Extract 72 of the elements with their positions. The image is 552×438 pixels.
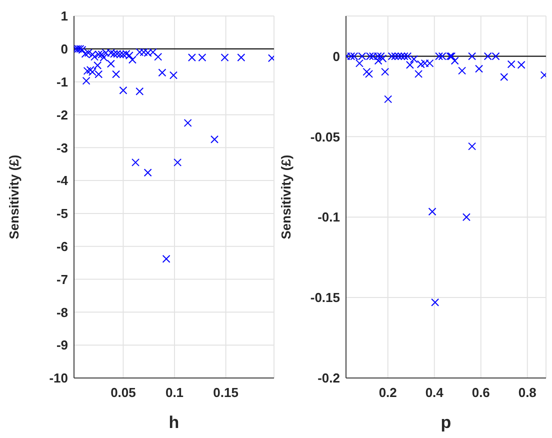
point (210, 135, 219, 144)
point (162, 254, 170, 263)
y-tick-label: 0 (332, 48, 340, 64)
point (500, 72, 508, 81)
point (414, 70, 423, 78)
y-axis-title: Sensitivity (£) (6, 154, 22, 240)
y-tick-label: -2 (56, 107, 68, 122)
point (458, 66, 466, 75)
point (169, 71, 178, 80)
y-tick-label: -0.15 (310, 290, 340, 306)
point (384, 95, 392, 104)
point (119, 86, 128, 94)
x-tick-label: 0.15 (213, 385, 238, 400)
y-axis-title: Sensitivity (£) (278, 154, 294, 240)
point (174, 158, 182, 166)
point (428, 208, 436, 216)
point (136, 87, 144, 96)
x-tick-label: 0.2 (378, 385, 397, 400)
point (132, 158, 140, 166)
y-tick-label: -9 (56, 338, 68, 353)
y-tick-label: -6 (56, 238, 68, 254)
point (450, 56, 459, 65)
point (475, 64, 484, 73)
point (78, 46, 86, 54)
x-tick-label: 0.1 (165, 385, 184, 400)
point (462, 213, 470, 222)
point (468, 52, 476, 60)
y-tick-label: -3 (56, 140, 68, 156)
point (237, 53, 246, 62)
point (365, 70, 374, 78)
point (362, 68, 371, 76)
point (374, 56, 382, 65)
point (106, 60, 115, 68)
point (468, 142, 476, 150)
y-tick-label: -10 (49, 370, 68, 386)
x-tick-label: 0.4 (425, 385, 444, 400)
point (184, 118, 192, 127)
point (355, 59, 364, 68)
point (347, 52, 356, 60)
y-tick-label: -0.05 (310, 129, 340, 144)
point (198, 53, 206, 62)
point (188, 53, 196, 62)
x-axis-title: h (168, 413, 180, 432)
point (158, 68, 166, 77)
x-tick-label: 0.8 (518, 385, 536, 400)
point (82, 76, 90, 85)
point (112, 70, 120, 78)
y-tick-label: 0 (60, 42, 68, 57)
x-tick-label: 0.6 (472, 385, 490, 400)
point (76, 44, 84, 53)
point (507, 60, 516, 68)
y-tick-label: 1 (60, 8, 68, 24)
y-tick-label: -0.1 (318, 210, 340, 225)
x-axis-title: p (440, 413, 452, 432)
y-tick-label: -7 (56, 272, 68, 287)
point (435, 52, 444, 60)
point (220, 53, 229, 62)
y-tick-label: -5 (56, 206, 68, 222)
x-tick-label: 0.05 (110, 385, 136, 400)
point (154, 52, 162, 61)
point (128, 56, 136, 64)
point (94, 61, 102, 70)
y-tick-label: -1 (56, 74, 68, 90)
point (406, 60, 414, 69)
point (84, 48, 92, 57)
y-tick-label: -0.2 (318, 370, 340, 386)
y-tick-label: -4 (56, 173, 69, 188)
point (381, 68, 390, 76)
point (517, 60, 526, 69)
point (431, 298, 440, 306)
point (144, 168, 152, 177)
y-tick-label: -8 (56, 304, 68, 320)
